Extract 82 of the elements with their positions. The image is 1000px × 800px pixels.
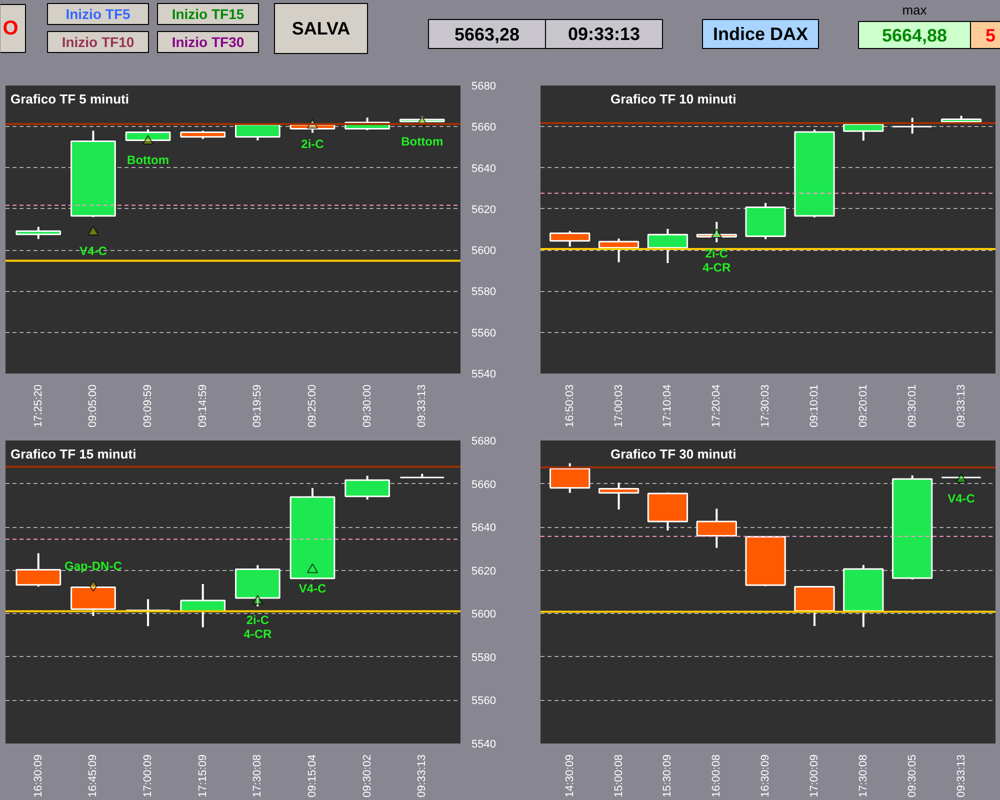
x-tick-label: 16:30:09 (32, 754, 44, 798)
annotation: Bottom (127, 153, 170, 168)
annotation: 4-CR (702, 260, 731, 275)
x-tick-label: 15:30:09 (662, 754, 674, 798)
x-tick-label: 17:00:09 (142, 754, 154, 798)
text: Grafico TF 15 minuti (10, 446, 136, 462)
y-tick-label: 5680 (472, 436, 496, 448)
annotation: V4-C (948, 491, 976, 506)
x-tick-label: 17:30:08 (252, 754, 264, 798)
y-tick-label: 5620 (472, 204, 496, 216)
y-tick-label: 5660 (472, 478, 496, 491)
x-tick-label: 09:30:05 (906, 754, 918, 798)
y-tick-label: 5580 (472, 286, 496, 298)
y-tick-label: 5640 (472, 162, 496, 175)
x-tick-label: 09:15:04 (306, 754, 318, 798)
x-tick-label: 17:30:03 (760, 384, 772, 428)
x-tick-label: 17:00:03 (612, 384, 625, 428)
candlestick (16, 226, 62, 240)
text: Grafico TF 10 minuti (610, 92, 736, 106)
x-tick-label: 17:30:08 (857, 754, 870, 798)
annotation: 4-CR (244, 627, 272, 642)
x-tick-label: 17:10:04 (662, 384, 674, 428)
y-tick-label: 5540 (472, 738, 496, 750)
y-tick-label: 5580 (472, 652, 496, 664)
annotation: 2i-C (301, 137, 324, 152)
x-tick-label: 17:00:09 (808, 754, 820, 798)
x-tick-label: 09:30:02 (361, 754, 374, 798)
text: 5 (985, 26, 996, 46)
x-tick-label: 16:00:08 (710, 754, 723, 798)
candlestick (892, 116, 933, 135)
candlestick (696, 220, 737, 244)
x-tick-label: 09:10:01 (808, 384, 820, 428)
text: Indice DAX (712, 24, 808, 44)
text: Inizio TF30 (172, 34, 244, 50)
x-tick-label: 09:33:13 (416, 384, 428, 428)
annotation: 2i-C (705, 246, 728, 261)
y-tick-label: 5640 (472, 522, 496, 534)
annotation: Gap-DN-C (64, 559, 122, 574)
x-tick-label: 17:15:09 (196, 754, 209, 798)
x-tick-label: 15:00:08 (612, 754, 625, 798)
text: Inizio TF15 (172, 6, 244, 22)
x-tick-label: 09:33:13 (955, 384, 968, 428)
y-tick-label: 5600 (472, 245, 496, 258)
text: SALVA (292, 18, 350, 38)
text: Grafico TF 30 minuti (610, 446, 736, 462)
annotation: V4-C (298, 582, 326, 596)
text: Grafico TF 5 minuti (10, 92, 129, 106)
text: O (2, 18, 18, 40)
y-tick-label: 5620 (472, 565, 496, 578)
x-tick-label: 16:30:09 (760, 754, 772, 798)
y-tick-label: 5660 (472, 122, 496, 134)
x-tick-label: 09:25:00 (306, 384, 318, 428)
candlestick (125, 598, 171, 628)
x-tick-label: 09:33:13 (416, 754, 428, 798)
text: Inizio TF5 (66, 6, 130, 22)
y-tick-label: 5600 (472, 608, 496, 621)
x-tick-label: 09:30:01 (906, 384, 918, 428)
candlestick (598, 482, 640, 511)
x-tick-label: 09:33:13 (955, 754, 968, 798)
y-tick-label: 5680 (472, 80, 496, 92)
y-tick-label: 5540 (472, 368, 496, 380)
text: 5663,28 (454, 24, 520, 44)
annotation: 2i-C (246, 613, 270, 628)
annotation: V4-C (80, 244, 108, 258)
x-tick-label: 09:30:00 (361, 384, 374, 428)
x-tick-label: 09:19:59 (252, 384, 264, 428)
x-tick-label: 09:09:59 (142, 384, 154, 428)
x-tick-label: 17:20:04 (710, 384, 723, 428)
x-tick-label: 09:14:59 (196, 384, 209, 428)
text: Inizio TF10 (62, 34, 134, 50)
x-tick-label: 09:20:01 (857, 384, 870, 428)
text: 09:33:13 (568, 24, 640, 44)
x-tick-label: 16:50:03 (564, 384, 576, 428)
text: max (902, 2, 928, 18)
x-tick-label: 16:45:09 (87, 754, 100, 798)
annotation: Bottom (401, 134, 444, 149)
text: 5664,88 (882, 26, 948, 46)
y-tick-label: 5560 (472, 695, 496, 708)
x-tick-label: 17:25:20 (32, 384, 44, 428)
x-tick-label: 09:05:00 (87, 384, 100, 428)
y-tick-label: 5560 (472, 327, 496, 340)
x-tick-label: 14:30:09 (564, 754, 576, 798)
